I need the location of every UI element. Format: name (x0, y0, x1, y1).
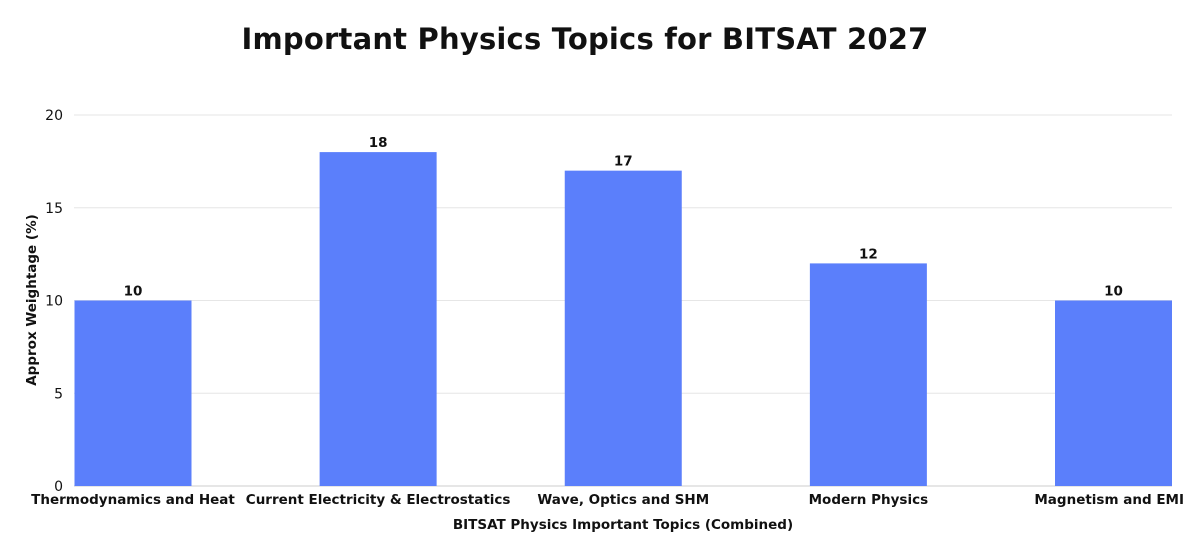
data-label: 10 (1104, 284, 1123, 300)
x-category-label: Modern Physics (809, 492, 929, 508)
data-label: 12 (859, 246, 878, 262)
y-tick-label: 20 (45, 108, 63, 124)
data-label: 18 (369, 135, 388, 151)
x-category-label: Current Electricity & Electrostatics (246, 492, 511, 508)
x-category-label: Thermodynamics and Heat (31, 492, 235, 508)
y-axis-ticks: 0 5 10 15 20 (45, 108, 63, 495)
x-category-label: Wave, Optics and SHM (537, 492, 709, 508)
x-axis-categories: Thermodynamics and Heat Current Electrici… (31, 492, 1184, 508)
bar (319, 152, 437, 486)
x-category-label: Magnetism and EMI (1034, 492, 1184, 508)
data-label: 10 (124, 284, 143, 300)
bar (564, 170, 682, 486)
chart-title: Important Physics Topics for BITSAT 2027 (241, 22, 929, 56)
data-labels: 10 18 17 12 10 (124, 135, 1123, 299)
y-tick-label: 5 (54, 386, 63, 402)
x-axis-title: BITSAT Physics Important Topics (Combine… (453, 517, 793, 533)
y-axis-title: Approx Weightage (%) (24, 214, 40, 386)
y-tick-label: 10 (45, 294, 63, 310)
bars (74, 152, 1172, 486)
data-label: 17 (614, 154, 633, 170)
y-tick-label: 0 (54, 479, 63, 495)
bar (809, 263, 927, 486)
bar (1055, 300, 1172, 486)
bar (74, 300, 192, 486)
y-tick-label: 15 (45, 201, 63, 217)
